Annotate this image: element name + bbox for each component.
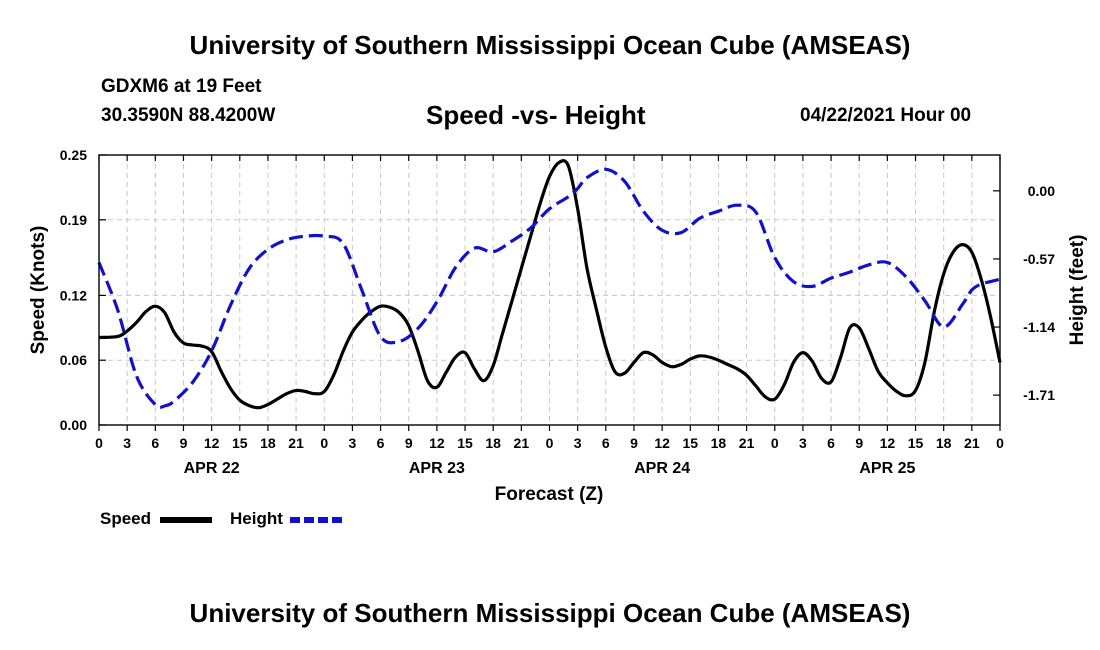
x-tick-label: 9 (405, 435, 413, 451)
x-tick-label: 9 (630, 435, 638, 451)
legend-label-speed: Speed (100, 509, 151, 528)
series-layer (97, 159, 1002, 410)
x-tick-label: 6 (602, 435, 610, 451)
x-tick-label: 12 (204, 435, 220, 451)
series-line-speed (98, 159, 1002, 410)
x-tick-label: 0 (546, 435, 554, 451)
x-tick-label: 18 (936, 435, 952, 451)
series-line-height (97, 167, 1001, 410)
date-label: APR 24 (634, 460, 690, 477)
legend-label-height: Height (230, 509, 283, 528)
x-tick-label: 21 (739, 435, 755, 451)
y2-tick-label: -0.57 (1023, 251, 1055, 267)
y2-tick-label: -1.14 (1023, 319, 1055, 335)
y2-tick-label: 0.00 (1028, 183, 1055, 199)
y-tick-label: 0.19 (60, 212, 87, 228)
y-tick-label: 0.25 (60, 147, 87, 163)
x-tick-label: 6 (377, 435, 385, 451)
date-label: APR 22 (184, 460, 240, 477)
axis-layer: 0 3 6 9 12 15 18 21 0 3 6 9 12 15 18 21 0 3 6 9 12 15 18 21 0 3 6 9… (60, 147, 1055, 477)
x-tick-label: 21 (964, 435, 980, 451)
x-tick-label: 3 (799, 435, 807, 451)
page-title: University of Southern Mississippi Ocean… (189, 30, 911, 60)
x-tick-label: 0 (771, 435, 779, 451)
x-tick-label: 18 (485, 435, 501, 451)
y-axis-title: Speed (Knots) (28, 226, 49, 355)
y2-axis-title: Height (feet) (1067, 235, 1088, 346)
x-tick-label: 6 (151, 435, 159, 451)
x-tick-label: 3 (123, 435, 131, 451)
x-tick-label: 0 (95, 435, 103, 451)
x-tick-label: 15 (908, 435, 924, 451)
y-tick-label: 0.12 (60, 287, 87, 303)
x-tick-label: 9 (855, 435, 863, 451)
x-tick-label: 6 (827, 435, 835, 451)
grid-layer (99, 155, 1000, 425)
footer-title: University of Southern Mississippi Ocean… (189, 598, 911, 628)
x-tick-label: 9 (180, 435, 188, 451)
station-label: GDXM6 at 19 Feet (101, 76, 262, 97)
x-tick-label: 0 (996, 435, 1004, 451)
x-tick-label: 15 (682, 435, 698, 451)
x-tick-label: 12 (880, 435, 896, 451)
legend: Speed Height (100, 509, 342, 528)
coordinates-label: 30.3590N 88.4200W (101, 105, 276, 126)
x-tick-label: 21 (514, 435, 530, 451)
y2-tick-label: -1.71 (1023, 387, 1055, 403)
x-tick-label: 0 (320, 435, 328, 451)
forecast-timestamp: 04/22/2021 Hour 00 (800, 105, 972, 126)
x-tick-label: 12 (654, 435, 670, 451)
x-tick-label: 3 (574, 435, 582, 451)
x-tick-label: 15 (457, 435, 473, 451)
x-tick-label: 15 (232, 435, 248, 451)
x-tick-label: 18 (260, 435, 276, 451)
x-tick-label: 12 (429, 435, 445, 451)
x-tick-label: 3 (349, 435, 357, 451)
x-tick-label: 21 (288, 435, 304, 451)
y-tick-label: 0.06 (60, 352, 87, 368)
date-label: APR 23 (409, 460, 465, 477)
x-tick-label: 18 (711, 435, 727, 451)
date-label: APR 25 (859, 460, 915, 477)
y-tick-label: 0.00 (60, 417, 87, 433)
chart-subtitle: Speed -vs- Height (426, 100, 646, 130)
x-axis-title: Forecast (Z) (495, 484, 604, 505)
